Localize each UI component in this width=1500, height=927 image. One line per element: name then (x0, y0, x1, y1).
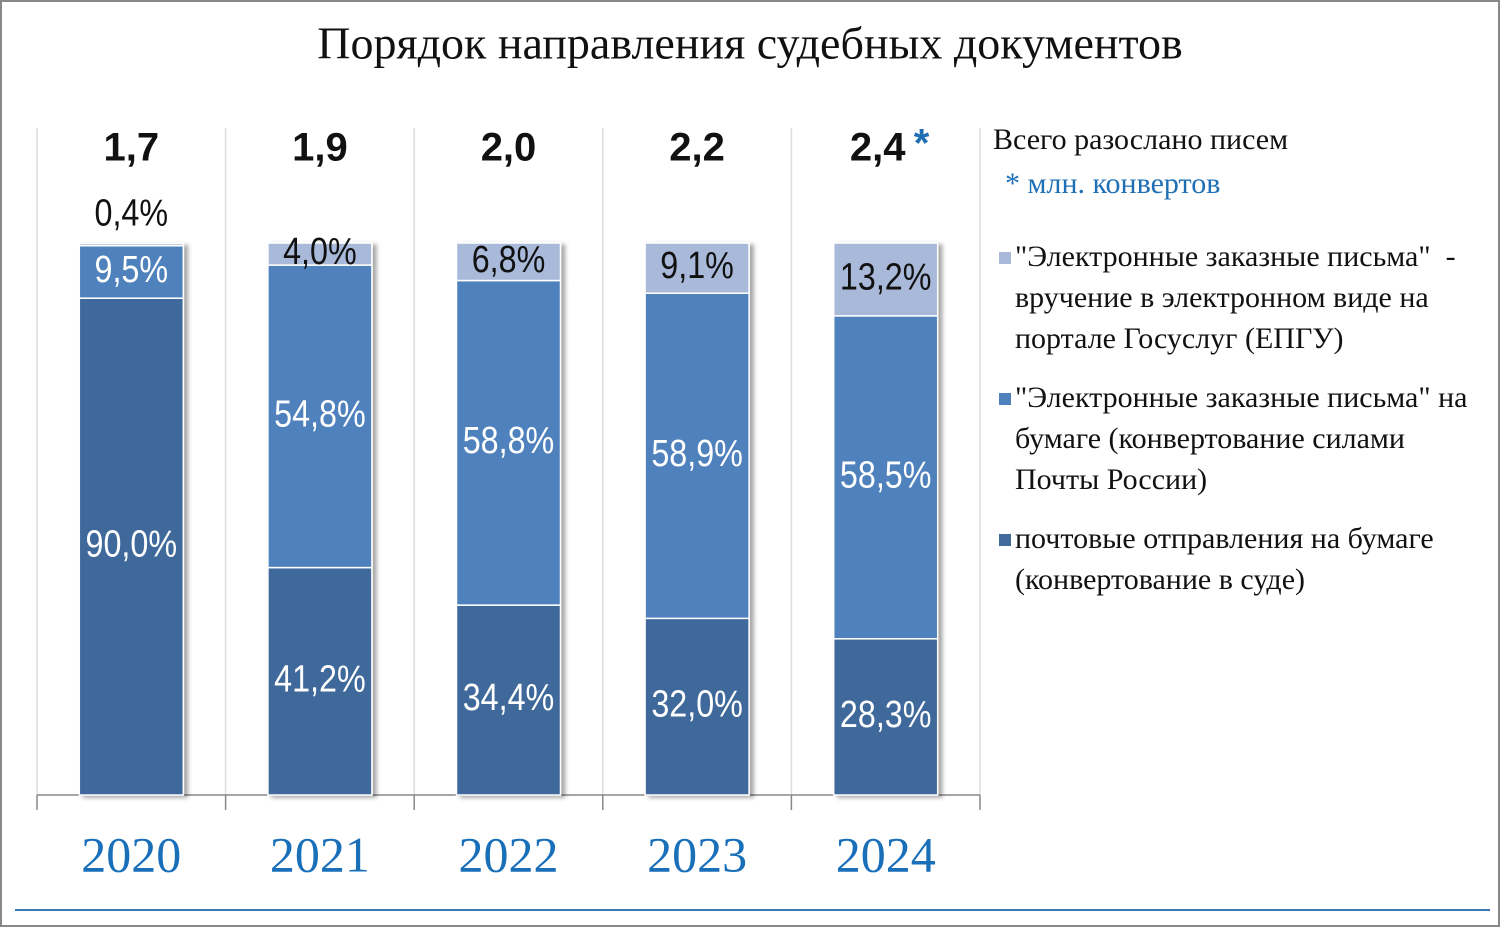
legend-label: "Электронные заказные письма" на бумаге … (1015, 381, 1475, 496)
bar-stack (267, 242, 373, 796)
bar-stack (78, 242, 185, 796)
legend-entry: "Электронные заказные письма" - вручение… (993, 236, 1483, 359)
bar-segment (455, 604, 562, 796)
value-label: 0,4% (94, 192, 168, 234)
total-label: 2,4 (850, 126, 906, 170)
legend-label: почтовые отправления на бумаге (конверто… (1015, 522, 1442, 596)
value-label: 6,8% (472, 238, 546, 280)
bar-segment (78, 245, 185, 299)
value-label: 13,2% (840, 256, 932, 298)
bar-segment (644, 242, 750, 294)
bar-segment (832, 638, 939, 796)
value-label: 41,2% (274, 658, 366, 700)
totals-title: Всего разослано писем (993, 123, 1289, 156)
total-label: 1,9 (292, 126, 348, 170)
value-label: 34,4% (463, 677, 555, 719)
total-label: 2,2 (669, 126, 725, 170)
x-tick-label: 2024 (836, 826, 936, 882)
legend-swatch (999, 393, 1011, 405)
bar-segment (455, 279, 562, 606)
x-tick-label: 2020 (81, 826, 181, 882)
total-label: 2,0 (481, 126, 537, 170)
total-label: 1,7 (103, 126, 159, 170)
x-tick-label: 2022 (459, 826, 559, 882)
bar-segment (832, 315, 939, 640)
bar-stack (832, 242, 939, 796)
legend-swatch (999, 252, 1011, 264)
bar-stack (644, 242, 750, 796)
value-label: 9,1% (660, 245, 734, 287)
value-label: 32,0% (651, 683, 743, 725)
value-label: 58,5% (840, 454, 932, 496)
legend-entry: почтовые отправления на бумаге (конверто… (993, 518, 1483, 600)
bar-segment (832, 242, 939, 317)
bar-segment (267, 242, 373, 266)
total-marker: * (914, 122, 930, 166)
x-tick-label: 2023 (647, 826, 747, 882)
value-label: 90,0% (86, 523, 178, 565)
value-label: 4,0% (283, 231, 357, 273)
bar-segment (78, 297, 185, 796)
bar-segment (267, 264, 373, 569)
bar-stack (455, 242, 562, 796)
value-label: 9,5% (94, 249, 168, 291)
value-label: 28,3% (840, 694, 932, 736)
totals-note: * млн. конвертов (1005, 167, 1221, 200)
legend-entry: "Электронные заказные письма" на бумаге … (993, 377, 1483, 500)
bar-segment (78, 242, 185, 247)
chart-title: Порядок направления судебных документов (317, 18, 1183, 69)
value-label: 58,9% (651, 432, 743, 474)
value-label: 54,8% (274, 393, 366, 435)
bar-segment (644, 617, 750, 796)
value-label: 58,8% (463, 419, 555, 461)
legend-swatch (999, 534, 1011, 546)
bar-segment (455, 242, 562, 282)
legend: Всего разослано писем * млн. конвертов "… (993, 118, 1483, 618)
x-tick-label: 2021 (270, 826, 370, 882)
legend-label: "Электронные заказные письма" - вручение… (1015, 240, 1464, 355)
